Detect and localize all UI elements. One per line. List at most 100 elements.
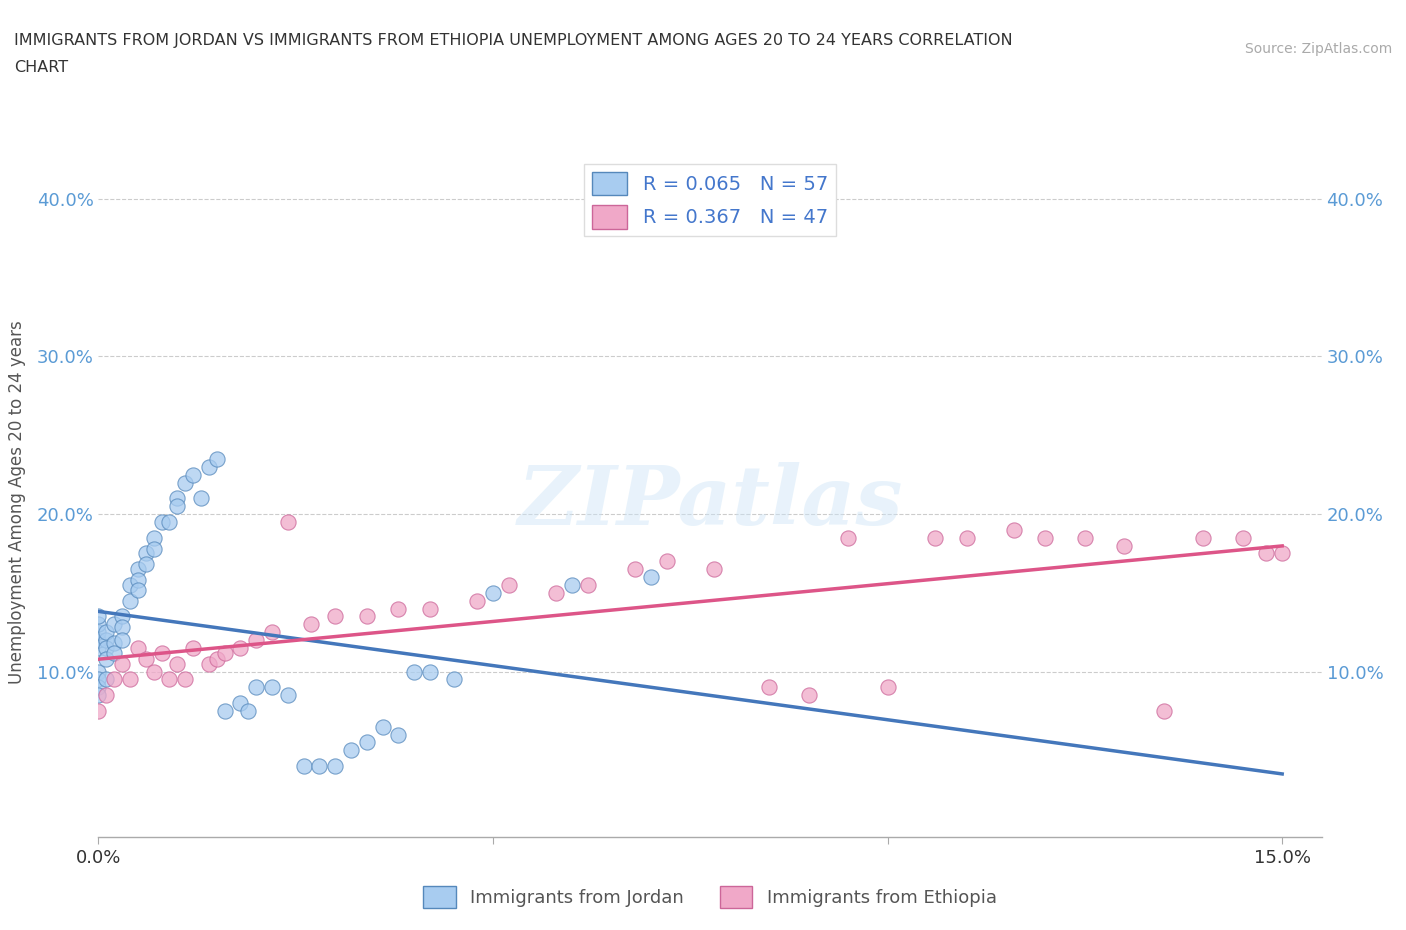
Point <box>87 625 110 640</box>
Point <box>198 459 221 474</box>
Point <box>142 541 165 556</box>
Point <box>87 664 110 679</box>
Point <box>655 554 678 569</box>
Point <box>371 719 394 734</box>
Point <box>1002 523 1025 538</box>
Y-axis label: Unemployment Among Ages 20 to 24 years: Unemployment Among Ages 20 to 24 years <box>7 320 25 684</box>
Point <box>190 491 212 506</box>
Point <box>111 620 134 635</box>
Point <box>118 578 141 592</box>
Point <box>96 652 118 667</box>
Point <box>404 664 426 679</box>
Point <box>1271 546 1294 561</box>
Point <box>214 645 236 660</box>
Point <box>150 645 173 660</box>
Point <box>758 680 780 695</box>
Point <box>546 585 568 600</box>
Point <box>876 680 898 695</box>
Point <box>127 573 149 588</box>
Point <box>87 680 110 695</box>
Point <box>87 688 110 703</box>
Point <box>87 703 110 718</box>
Point <box>340 743 363 758</box>
Point <box>323 609 346 624</box>
Point <box>576 578 599 592</box>
Point <box>308 759 330 774</box>
Point <box>482 585 505 600</box>
Point <box>1256 546 1278 561</box>
Point <box>419 664 441 679</box>
Point <box>142 664 165 679</box>
Point <box>96 625 118 640</box>
Point <box>103 617 125 631</box>
Point <box>924 530 946 545</box>
Point <box>205 451 228 466</box>
Point <box>387 601 409 616</box>
Point <box>260 680 283 695</box>
Point <box>103 672 125 687</box>
Point <box>87 632 110 647</box>
Point <box>87 672 110 687</box>
Point <box>356 609 378 624</box>
Point <box>87 641 110 656</box>
Point <box>150 514 173 529</box>
Point <box>174 672 197 687</box>
Point <box>135 557 157 572</box>
Point <box>135 546 157 561</box>
Point <box>356 735 378 750</box>
Point <box>955 530 977 545</box>
Point <box>87 617 110 631</box>
Text: ZIPatlas: ZIPatlas <box>517 462 903 542</box>
Point <box>260 625 283 640</box>
Point <box>96 672 118 687</box>
Point <box>1153 703 1175 718</box>
Point <box>127 641 149 656</box>
Point <box>245 632 267 647</box>
Point <box>277 514 299 529</box>
Point <box>323 759 346 774</box>
Point <box>1232 530 1254 545</box>
Point <box>127 582 149 597</box>
Point <box>277 688 299 703</box>
Point <box>1035 530 1057 545</box>
Point <box>797 688 820 703</box>
Point <box>198 657 221 671</box>
Point <box>292 759 315 774</box>
Point <box>214 703 236 718</box>
Point <box>135 652 157 667</box>
Point <box>561 578 583 592</box>
Point <box>142 530 165 545</box>
Point <box>443 672 465 687</box>
Legend: Immigrants from Jordan, Immigrants from Ethiopia: Immigrants from Jordan, Immigrants from … <box>416 879 1004 915</box>
Point <box>1114 538 1136 553</box>
Point <box>181 641 204 656</box>
Point <box>229 696 252 711</box>
Point <box>640 569 662 584</box>
Point <box>118 593 141 608</box>
Point <box>111 632 134 647</box>
Point <box>624 562 647 577</box>
Point <box>118 672 141 687</box>
Point <box>181 467 204 482</box>
Point <box>465 593 488 608</box>
Point <box>387 727 409 742</box>
Point <box>96 641 118 656</box>
Point <box>159 514 181 529</box>
Point <box>1074 530 1097 545</box>
Point <box>419 601 441 616</box>
Point <box>205 652 228 667</box>
Point <box>111 657 134 671</box>
Point <box>837 530 859 545</box>
Point <box>111 609 134 624</box>
Point <box>301 617 323 631</box>
Text: IMMIGRANTS FROM JORDAN VS IMMIGRANTS FROM ETHIOPIA UNEMPLOYMENT AMONG AGES 20 TO: IMMIGRANTS FROM JORDAN VS IMMIGRANTS FRO… <box>14 33 1012 47</box>
Point <box>229 641 252 656</box>
Point <box>238 703 260 718</box>
Point <box>96 632 118 647</box>
Point <box>127 562 149 577</box>
Point <box>103 645 125 660</box>
Point <box>96 688 118 703</box>
Point <box>498 578 520 592</box>
Point <box>245 680 267 695</box>
Point <box>1192 530 1215 545</box>
